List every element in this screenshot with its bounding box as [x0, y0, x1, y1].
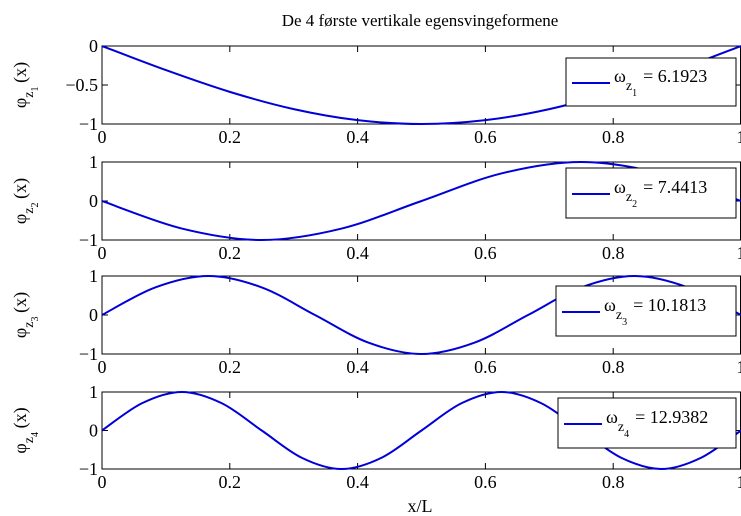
x-tick-label: 0.8: [602, 472, 625, 492]
x-tick-label: 0.2: [219, 243, 242, 263]
y-tick-label: −0.5: [65, 75, 98, 95]
y-tick-label: 0: [89, 305, 98, 325]
x-tick-label: 0: [98, 472, 107, 492]
legend: ωz2= 7.4413: [565, 167, 737, 219]
y-tick-label: −1: [79, 230, 98, 250]
legend-label: ωz1= 6.1923: [614, 66, 707, 99]
y-tick-label: −1: [79, 114, 98, 134]
y-axis-label: φz4 (x): [10, 407, 41, 453]
x-tick-label: 0.2: [219, 472, 242, 492]
x-axis-label: x/L: [408, 496, 433, 516]
legend-label: ωz2= 7.4413: [614, 177, 707, 210]
y-tick-label: −1: [79, 459, 98, 479]
x-tick-label: 1: [737, 472, 741, 492]
x-tick-label: 0.6: [474, 127, 497, 147]
x-tick-label: 0.6: [474, 357, 497, 377]
panel-1: 0 0.2 0.4 0.6 0.8 1 −1 −0.5 0 φz1 (x) ωz1= 6.1923: [10, 36, 741, 147]
y-tick-label: 1: [89, 152, 98, 172]
x-tick-label: 1: [737, 127, 741, 147]
series-line: [102, 390, 741, 471]
legend-label: ωz4= 12.9382: [606, 407, 708, 440]
x-tick-label: 0.4: [346, 127, 369, 147]
y-axis-label: φz1 (x): [10, 62, 41, 108]
x-tick-label: 1: [737, 357, 741, 377]
x-tick-label: 0.4: [346, 472, 369, 492]
x-tick-label: 0: [98, 127, 107, 147]
y-axis-label: φz3 (x): [10, 292, 41, 338]
x-tick-label: 0.2: [219, 127, 242, 147]
x-tick-label: 1: [737, 243, 741, 263]
x-tick-label: 0.8: [602, 243, 625, 263]
x-tick-label: 0.8: [602, 357, 625, 377]
x-tick-label: 0.4: [346, 357, 369, 377]
legend-label: ωz3= 10.1813: [604, 295, 706, 328]
y-tick-label: −1: [79, 344, 98, 364]
chart-title: De 4 første vertikale egensvingeformene: [282, 11, 559, 30]
y-tick-label: 0: [89, 421, 98, 441]
y-axis-label: φz2 (x): [10, 178, 41, 224]
series-line: [102, 274, 741, 356]
y-tick-label: 1: [89, 382, 98, 402]
x-tick-label: 0.6: [474, 472, 497, 492]
y-tick-label: 1: [89, 266, 98, 286]
x-tick-label: 0.4: [346, 243, 369, 263]
x-tick-label: 0: [98, 357, 107, 377]
legend: ωz1= 6.1923: [565, 57, 737, 107]
x-tick-label: 0.2: [219, 357, 242, 377]
y-tick-label: 0: [89, 36, 98, 56]
x-tick-label: 0.6: [474, 243, 497, 263]
legend: ωz4= 12.9382: [557, 397, 737, 449]
x-tick-label: 0: [98, 243, 107, 263]
legend-box: [557, 397, 737, 449]
y-tick-label: 0: [89, 191, 98, 211]
x-tick-label: 0.8: [602, 127, 625, 147]
legend: ωz3= 10.1813: [555, 285, 737, 337]
